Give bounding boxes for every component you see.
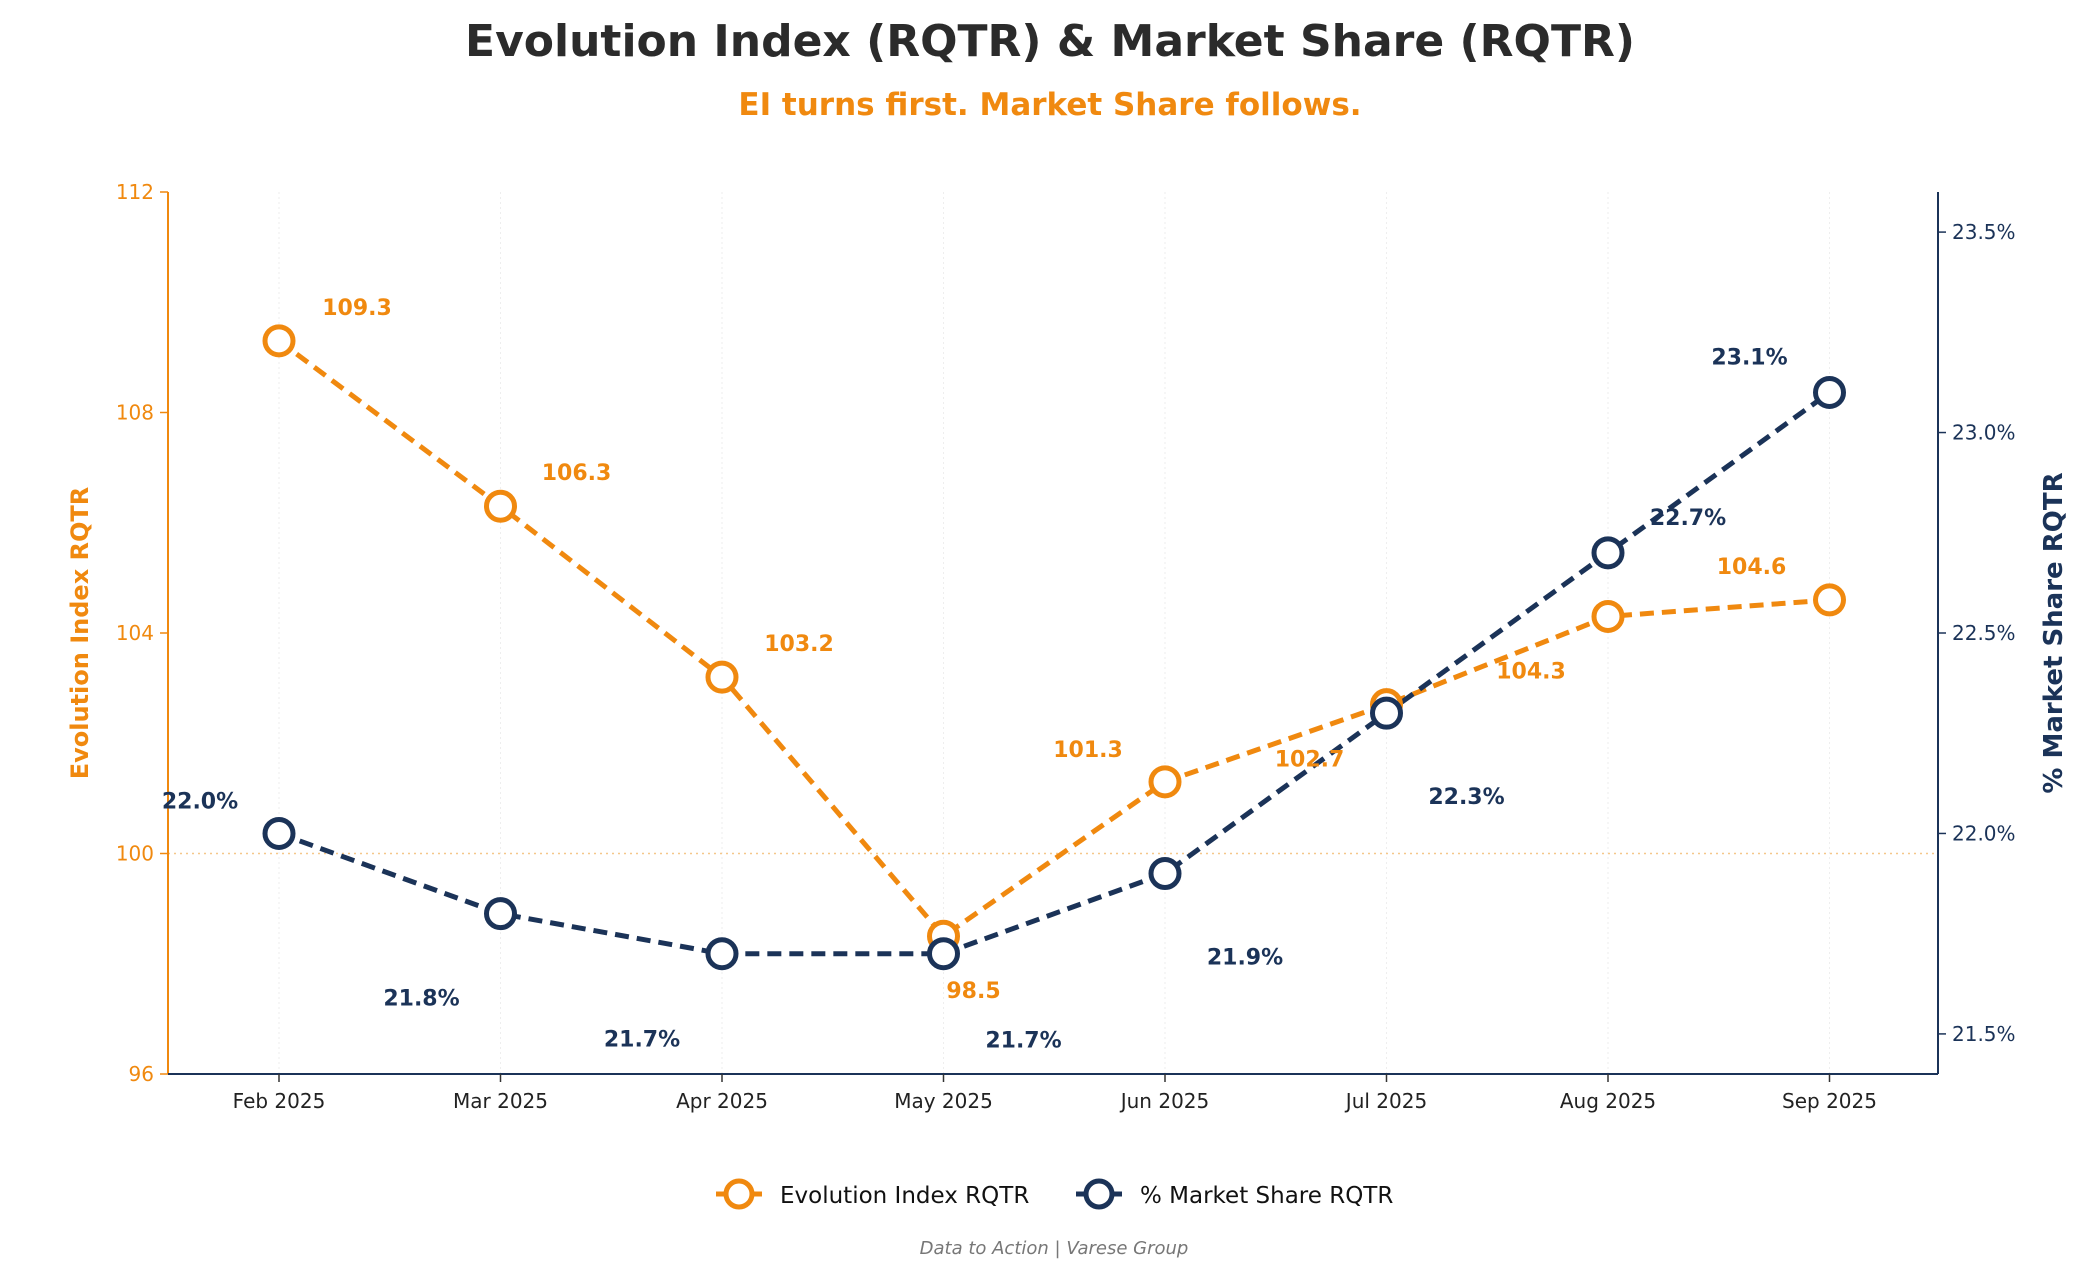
point-ms <box>705 937 739 971</box>
series-line-ei <box>277 338 1830 939</box>
point-ms <box>262 816 296 850</box>
series-line-ms <box>278 390 1831 957</box>
legend-ms-marker <box>1083 1178 1115 1210</box>
data-label-ei: 106.3 <box>542 461 612 486</box>
legend-ei-label: Evolution Index RQTR <box>780 1183 1029 1209</box>
point-ms <box>1591 536 1625 570</box>
left-tick-label: 104 <box>116 621 154 645</box>
point-ei <box>1148 765 1182 799</box>
right-tick-label: 22.0% <box>1952 821 2016 845</box>
data-label-ms: 21.8% <box>383 987 459 1012</box>
data-label-ei: 109.3 <box>322 296 392 321</box>
point-ms <box>1813 375 1846 409</box>
point-ms <box>1148 857 1182 891</box>
chart-title: Evolution Index (RQTR) & Market Share (R… <box>465 16 1635 67</box>
x-tick-label: Feb 2025 <box>233 1089 326 1113</box>
left-tick-label: 112 <box>116 180 154 204</box>
left-tick-label: 96 <box>129 1062 154 1086</box>
left-axis-ticks: 96 100 104 108 112 <box>116 180 168 1086</box>
x-tick-label: Apr 2025 <box>676 1089 768 1113</box>
legend: Evolution Index RQTR % Market Share RQTR <box>716 1178 1393 1210</box>
data-label-ms: 23.1% <box>1711 345 1787 370</box>
footer-note: Data to Action | Varese Group <box>920 1238 1189 1259</box>
grid <box>278 192 1830 1074</box>
data-label-ei: 103.2 <box>764 632 834 657</box>
legend-ms-label: % Market Share RQTR <box>1140 1183 1393 1209</box>
data-label-ei: 102.7 <box>1275 748 1345 773</box>
legend-ei-marker <box>723 1178 755 1210</box>
data-label-ei: 101.3 <box>1053 738 1123 763</box>
data-label-ms: 21.7% <box>985 1029 1061 1054</box>
data-labels: 109.3 106.3 103.2 98.5 101.3 102.7 104.3 104.6 2… <box>162 296 1788 1054</box>
data-label-ei: 98.5 <box>946 979 1000 1004</box>
data-label-ms: 21.9% <box>1207 946 1283 971</box>
point-ei <box>1591 599 1625 633</box>
series-layer <box>262 324 1846 971</box>
x-tick-label: Mar 2025 <box>453 1089 548 1113</box>
left-axis-label: Evolution Index RQTR <box>66 487 94 780</box>
right-axis-ticks: 21.5% 22.0% 22.5% 23.0% 23.5% <box>1938 220 2016 1046</box>
point-ei <box>705 660 739 694</box>
data-label-ei: 104.3 <box>1496 659 1566 684</box>
right-tick-label: 22.5% <box>1952 621 2016 645</box>
point-ei <box>262 324 296 358</box>
point-ms <box>1370 696 1403 730</box>
point-ei <box>484 489 517 523</box>
data-label-ms: 22.0% <box>162 789 238 814</box>
left-tick-label: 100 <box>116 842 154 866</box>
right-tick-label: 23.0% <box>1952 421 2016 445</box>
right-tick-label: 21.5% <box>1952 1022 2016 1046</box>
x-tick-label: Jun 2025 <box>1119 1089 1210 1113</box>
data-label-ms: 22.7% <box>1650 506 1726 531</box>
x-tick-label: Jul 2025 <box>1344 1089 1427 1113</box>
point-ms <box>484 897 517 931</box>
point-ms <box>927 937 960 971</box>
point-ei <box>1813 583 1846 617</box>
x-tick-label: Sep 2025 <box>1782 1089 1877 1113</box>
left-tick-label: 108 <box>116 401 154 425</box>
right-tick-label: 23.5% <box>1952 220 2016 244</box>
x-tick-label: Aug 2025 <box>1560 1089 1656 1113</box>
data-label-ei: 104.6 <box>1717 555 1787 580</box>
data-label-ms: 22.3% <box>1428 785 1504 810</box>
x-tick-label: May 2025 <box>894 1089 993 1113</box>
chart-subtitle: EI turns first. Market Share follows. <box>738 87 1361 123</box>
data-label-ms: 21.7% <box>604 1028 680 1053</box>
x-axis-ticks: Feb 2025 Mar 2025 Apr 2025 May 2025 Jun 2025… <box>233 1074 1877 1113</box>
right-axis-label: % Market Share RQTR <box>2039 472 2069 793</box>
